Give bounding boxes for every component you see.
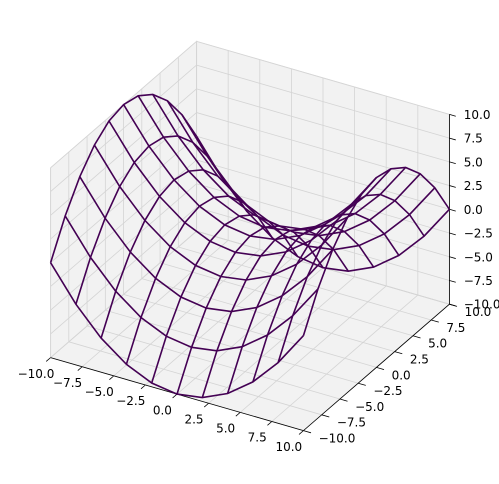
x-tick-label: −10.0 <box>18 367 55 381</box>
wire-column <box>226 224 375 394</box>
grid-line <box>196 135 450 210</box>
grid-line <box>50 64 197 192</box>
x-tick-label: 5.0 <box>216 422 235 436</box>
y-tick-label: 5.0 <box>428 337 447 351</box>
tick-mark <box>449 208 456 212</box>
tick-mark <box>109 375 115 380</box>
y-tick-label: 7.5 <box>446 321 465 335</box>
tick-mark <box>45 357 51 362</box>
z-tick-label: −10.0 <box>464 298 499 312</box>
grid-line <box>196 40 450 115</box>
tick-mark <box>449 161 456 165</box>
grid-line <box>196 112 450 186</box>
y-tick-label: −7.5 <box>337 416 366 430</box>
grid-line <box>196 159 450 234</box>
grid-line <box>50 135 197 264</box>
x-tick-label: −2.5 <box>116 394 145 408</box>
wire-column <box>277 193 425 363</box>
z-tick-label: −5.0 <box>464 250 493 264</box>
grid-line <box>196 64 450 139</box>
tick-mark <box>172 393 178 399</box>
tick-mark <box>321 414 330 418</box>
tick-mark <box>298 430 304 435</box>
grid-line <box>50 183 197 311</box>
y-tick-label: −5.0 <box>355 400 384 414</box>
tick-mark <box>376 367 385 370</box>
tick-mark <box>449 185 456 188</box>
grid-line <box>50 230 197 358</box>
wire-column <box>49 93 198 263</box>
x-tick-label: 10.0 <box>275 440 302 454</box>
x-tick-label: 0.0 <box>153 403 172 417</box>
x-tick-label: 7.5 <box>248 431 267 445</box>
y-tick-label: −2.5 <box>373 384 402 398</box>
y-tick-label: 10.0 <box>465 305 492 319</box>
tick-mark <box>303 430 312 434</box>
tick-mark <box>394 351 403 355</box>
tick-mark <box>140 384 146 390</box>
tick-mark <box>449 280 456 283</box>
x-tick-label: −5.0 <box>85 385 114 399</box>
wire-column <box>125 195 274 365</box>
x-tick-label: −7.5 <box>53 376 82 390</box>
tick-mark <box>77 366 83 371</box>
grid-line <box>123 294 377 368</box>
tick-mark <box>339 398 348 402</box>
tick-mark <box>449 303 456 307</box>
tick-mark <box>235 412 241 417</box>
x-tick-label: 2.5 <box>184 412 203 426</box>
wire-column <box>302 166 451 336</box>
z-tick-label: −2.5 <box>464 227 493 241</box>
wire-column <box>75 135 223 305</box>
y-tick-label: −10.0 <box>319 431 356 445</box>
tick-mark <box>449 113 456 117</box>
tick-mark <box>449 256 456 259</box>
tick-mark <box>203 402 209 408</box>
y-tick-label: 2.5 <box>410 352 429 366</box>
z-tick-label: 0.0 <box>464 203 483 217</box>
wire-column <box>252 212 400 383</box>
tick-mark <box>267 421 273 426</box>
z-tick-label: 2.5 <box>464 179 483 193</box>
grid-line <box>68 341 322 416</box>
z-tick-label: 5.0 <box>464 155 483 169</box>
tick-mark <box>449 137 456 141</box>
y-tick-label: 0.0 <box>392 368 411 382</box>
z-tick-label: 7.5 <box>464 132 483 146</box>
tick-mark <box>412 335 421 339</box>
wire-column <box>100 168 248 339</box>
z-tick-label: −7.5 <box>464 274 493 288</box>
grid-line <box>50 112 197 240</box>
tick-mark <box>358 382 366 386</box>
tick-mark <box>449 232 456 236</box>
tick-mark <box>431 319 439 323</box>
z-tick-label: 10.0 <box>464 108 491 122</box>
grid-line <box>196 88 450 163</box>
grid-line <box>159 262 414 337</box>
axis-line <box>303 303 450 431</box>
